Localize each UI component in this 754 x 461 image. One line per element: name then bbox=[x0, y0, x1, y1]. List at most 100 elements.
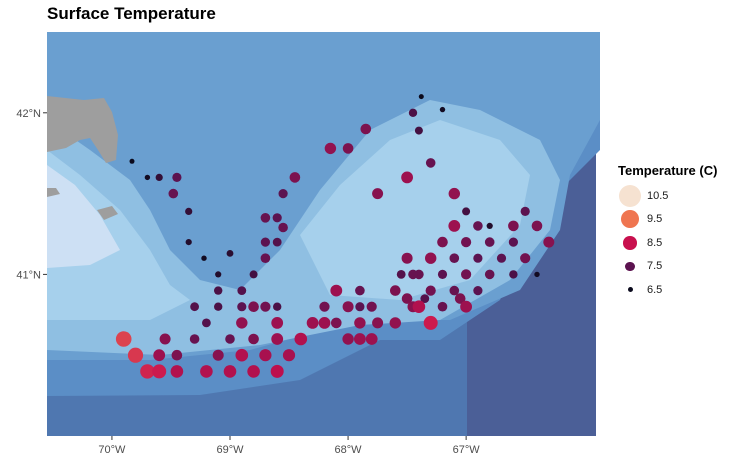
legend-swatch bbox=[623, 236, 637, 250]
station-point bbox=[484, 269, 495, 280]
station-point bbox=[249, 270, 258, 279]
station-point bbox=[115, 331, 132, 347]
x-tick-label: 69°W bbox=[216, 444, 244, 456]
station-point bbox=[365, 333, 378, 345]
station-point bbox=[412, 300, 426, 314]
station-point bbox=[289, 172, 301, 183]
station-point bbox=[278, 222, 288, 233]
legend: Temperature (C) 10.5 9.5 8.5 7.5 6.5 bbox=[618, 163, 748, 302]
station-point bbox=[360, 123, 372, 135]
station-point bbox=[273, 302, 282, 311]
station-point bbox=[423, 315, 438, 330]
station-point bbox=[389, 317, 401, 329]
station-point bbox=[168, 188, 179, 199]
station-point bbox=[226, 250, 234, 257]
station-point bbox=[461, 237, 472, 248]
x-tick-label: 68°W bbox=[335, 444, 363, 456]
station-point bbox=[401, 252, 413, 264]
station-point bbox=[508, 237, 518, 247]
cape-cod-land bbox=[47, 96, 118, 163]
station-point bbox=[439, 106, 446, 113]
station-point bbox=[248, 301, 259, 313]
station-point bbox=[425, 285, 436, 296]
shallow-shelf bbox=[47, 165, 120, 268]
station-point bbox=[272, 213, 282, 223]
station-point bbox=[129, 158, 135, 164]
station-point bbox=[153, 349, 166, 362]
station-point bbox=[140, 364, 155, 379]
chart-title: Surface Temperature bbox=[47, 4, 216, 23]
station-point bbox=[159, 333, 171, 345]
station-point bbox=[484, 237, 495, 247]
station-point bbox=[372, 317, 384, 329]
station-point bbox=[331, 317, 342, 329]
station-point bbox=[324, 142, 337, 155]
legend-item: 7.5 bbox=[618, 255, 748, 279]
legend-key bbox=[618, 287, 642, 293]
legend-title: Temperature (C) bbox=[618, 163, 718, 178]
station-point bbox=[534, 271, 540, 278]
station-point bbox=[486, 222, 493, 229]
station-point bbox=[496, 253, 507, 263]
station-point bbox=[449, 253, 460, 263]
y-tick-label: 41°N bbox=[16, 269, 41, 281]
station-point bbox=[418, 94, 424, 100]
station-point bbox=[396, 270, 406, 279]
station-point bbox=[473, 286, 483, 296]
station-point bbox=[318, 317, 331, 329]
legend-label: 9.5 bbox=[647, 213, 663, 226]
station-point bbox=[401, 293, 413, 304]
x-tick-label: 67°W bbox=[453, 444, 481, 456]
station-point bbox=[223, 365, 237, 378]
station-point bbox=[420, 294, 430, 303]
station-point bbox=[144, 174, 151, 181]
georges-bank-shoal bbox=[300, 120, 530, 300]
axes: 70°W 69°W 68°W 67°W 42°N 41°N bbox=[16, 108, 480, 456]
station-point bbox=[185, 207, 193, 215]
station-point bbox=[260, 237, 270, 247]
station-point bbox=[127, 347, 144, 363]
station-point bbox=[237, 286, 247, 295]
station-point bbox=[355, 302, 365, 312]
legend-label: 7.5 bbox=[647, 260, 663, 273]
legend-key bbox=[618, 210, 642, 229]
legend-key bbox=[618, 184, 642, 207]
nantucket-land bbox=[97, 206, 118, 220]
legend-swatch bbox=[619, 184, 641, 207]
station-point bbox=[237, 302, 247, 312]
station-point bbox=[259, 349, 272, 362]
station-point bbox=[212, 349, 224, 361]
station-point bbox=[461, 269, 472, 280]
station-point bbox=[200, 365, 213, 378]
legend-swatch bbox=[621, 210, 639, 229]
station-point bbox=[330, 284, 343, 297]
station-point bbox=[355, 285, 365, 296]
station-point bbox=[354, 317, 366, 329]
station-point bbox=[425, 252, 437, 264]
station-point bbox=[214, 286, 223, 295]
station-point bbox=[448, 220, 461, 232]
station-point bbox=[414, 126, 423, 135]
station-point bbox=[372, 188, 384, 200]
station-point bbox=[354, 333, 366, 345]
legend-item: 9.5 bbox=[618, 208, 748, 232]
station-point bbox=[473, 253, 483, 263]
station-point bbox=[508, 220, 519, 232]
station-point bbox=[271, 317, 284, 329]
legend-items: 10.5 9.5 8.5 7.5 6.5 bbox=[618, 184, 748, 302]
station-point bbox=[437, 269, 448, 279]
station-point bbox=[272, 237, 282, 247]
station-point bbox=[460, 300, 472, 313]
station-point bbox=[390, 285, 401, 296]
station-point bbox=[437, 301, 448, 312]
legend-item: 6.5 bbox=[618, 278, 748, 302]
station-point bbox=[190, 302, 200, 312]
station-point bbox=[408, 108, 418, 118]
legend-item: 8.5 bbox=[618, 231, 748, 255]
marthas-vineyard-land bbox=[47, 188, 60, 197]
station-point bbox=[215, 271, 222, 278]
station-point bbox=[531, 220, 543, 232]
legend-item: 10.5 bbox=[618, 184, 748, 208]
station-point bbox=[401, 171, 413, 184]
